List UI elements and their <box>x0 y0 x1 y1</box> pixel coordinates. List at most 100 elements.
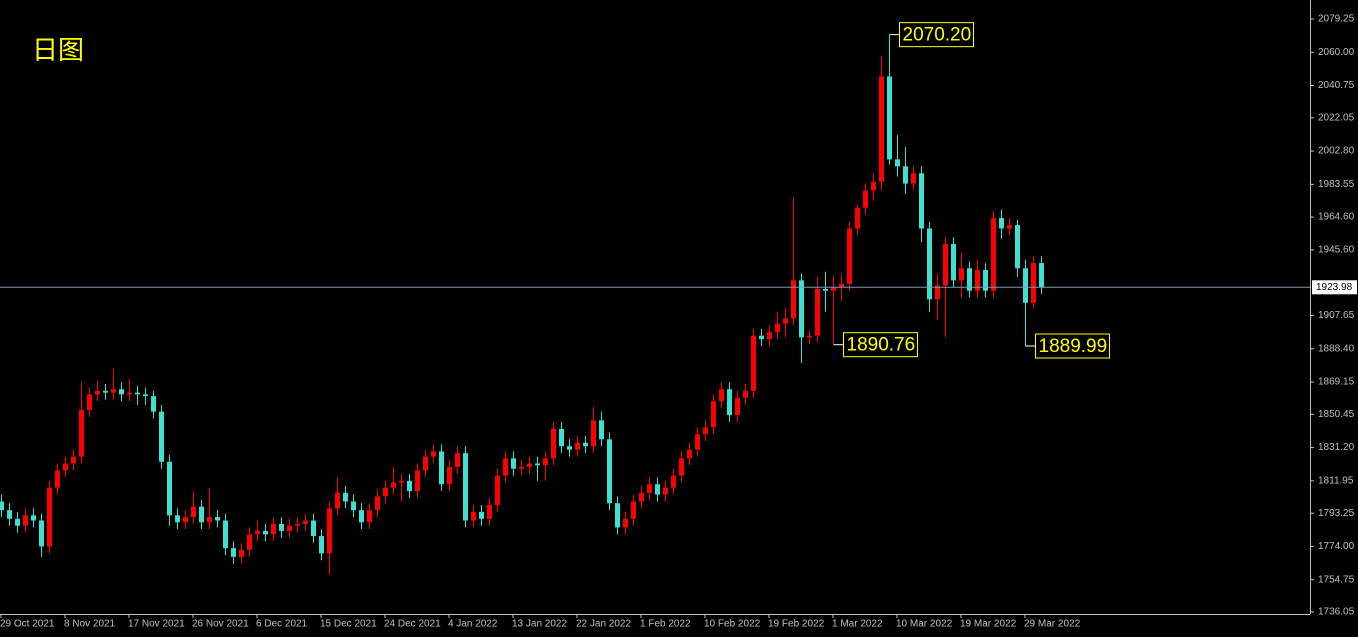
candle-body <box>479 511 484 519</box>
candle-body <box>1031 263 1036 303</box>
candle-body <box>695 434 700 450</box>
x-tick-label: 19 Mar 2022 <box>960 619 1017 630</box>
candle-body <box>103 390 108 393</box>
candle-body <box>799 280 804 338</box>
candle-body <box>31 515 36 521</box>
candle-body <box>255 530 260 535</box>
candle-body <box>23 515 28 526</box>
candle-body <box>1015 225 1020 269</box>
candle-body <box>167 461 172 516</box>
candle-body <box>327 508 332 554</box>
candle-body <box>423 456 428 471</box>
candle-body <box>111 389 116 393</box>
candle-body <box>767 332 772 340</box>
y-tick-label: 1774.00 <box>1318 541 1355 552</box>
y-tick-label: 1945.60 <box>1318 245 1355 256</box>
y-tick-label: 2002.80 <box>1318 146 1355 157</box>
x-tick-label: 26 Nov 2021 <box>192 619 249 630</box>
candle-body <box>199 506 204 523</box>
candle-body <box>903 166 908 184</box>
candle-body <box>87 394 92 410</box>
candle-body <box>191 506 196 518</box>
y-tick-label: 1793.25 <box>1318 508 1355 519</box>
candle-body <box>351 501 356 511</box>
candle-body <box>823 288 828 291</box>
candle-body <box>79 409 84 457</box>
candle-body <box>263 530 268 535</box>
candle-body <box>375 496 380 511</box>
candle-body <box>295 523 300 526</box>
candle-body <box>367 510 372 523</box>
candle-body <box>687 449 692 459</box>
candle-body <box>743 390 748 398</box>
annotation-label: 1889.99 <box>1039 336 1108 357</box>
x-tick-label: 1 Mar 2022 <box>832 619 883 630</box>
y-tick-label: 1888.40 <box>1318 343 1355 354</box>
candle-body <box>703 427 708 435</box>
candle-body <box>575 442 580 450</box>
candle-body <box>463 453 468 521</box>
candle-body <box>359 510 364 523</box>
candle-body <box>983 269 988 291</box>
current-price-label: 1923.98 <box>1316 282 1353 293</box>
candle-body <box>239 549 244 557</box>
candle-body <box>927 228 932 300</box>
y-tick-label: 2079.25 <box>1318 14 1355 25</box>
candle-body <box>231 548 236 557</box>
candle-body <box>671 475 676 488</box>
candle-body <box>991 218 996 291</box>
candle-body <box>455 453 460 467</box>
candle-body <box>719 389 724 402</box>
candle-body <box>807 335 812 338</box>
candle-body <box>391 482 396 488</box>
candle-body <box>151 396 156 412</box>
candle-body <box>279 523 284 531</box>
candle-body <box>839 283 844 288</box>
candle-body <box>15 518 20 526</box>
candle-body <box>519 466 524 469</box>
annotation-label: 1890.76 <box>847 335 916 356</box>
x-tick-label: 4 Jan 2022 <box>448 619 498 630</box>
candle-body <box>1007 225 1012 229</box>
candle-body <box>439 451 444 485</box>
x-tick-label: 29 Mar 2022 <box>1024 619 1081 630</box>
annotation-box <box>1035 333 1110 359</box>
candle-body <box>7 510 12 519</box>
candle-body <box>679 458 684 476</box>
candle-body <box>759 335 764 340</box>
x-tick-label: 10 Feb 2022 <box>704 619 761 630</box>
candle-body <box>551 428 556 459</box>
candle-body <box>55 470 60 488</box>
y-tick-label: 1754.75 <box>1318 574 1355 585</box>
x-tick-label: 24 Dec 2021 <box>384 619 441 630</box>
y-tick-label: 2022.05 <box>1318 112 1355 123</box>
candle-body <box>863 190 868 208</box>
candle-body <box>583 442 588 447</box>
candle-body <box>815 288 820 336</box>
annotation-box <box>843 332 918 358</box>
candle-body <box>127 392 132 395</box>
candle-body <box>159 411 164 462</box>
candle-body <box>543 458 548 466</box>
candle-body <box>615 503 620 528</box>
candle-body <box>735 397 740 416</box>
candle-body <box>535 463 540 466</box>
candle-body <box>431 451 436 457</box>
candle-body <box>287 525 292 531</box>
candle-body <box>135 392 140 395</box>
candle-body <box>1039 263 1044 288</box>
candle-body <box>495 475 500 505</box>
x-tick-label: 17 Nov 2021 <box>128 619 185 630</box>
candle-body <box>959 268 964 281</box>
candle-body <box>751 335 756 391</box>
x-tick-label: 1 Feb 2022 <box>640 619 691 630</box>
y-tick-label: 1736.05 <box>1318 607 1355 618</box>
candle-body <box>647 484 652 493</box>
candle-body <box>39 520 44 547</box>
candle-body <box>919 173 924 229</box>
candle-body <box>591 420 596 447</box>
y-tick-label: 1983.55 <box>1318 179 1355 190</box>
candle-body <box>871 181 876 191</box>
candle-body <box>303 520 308 524</box>
